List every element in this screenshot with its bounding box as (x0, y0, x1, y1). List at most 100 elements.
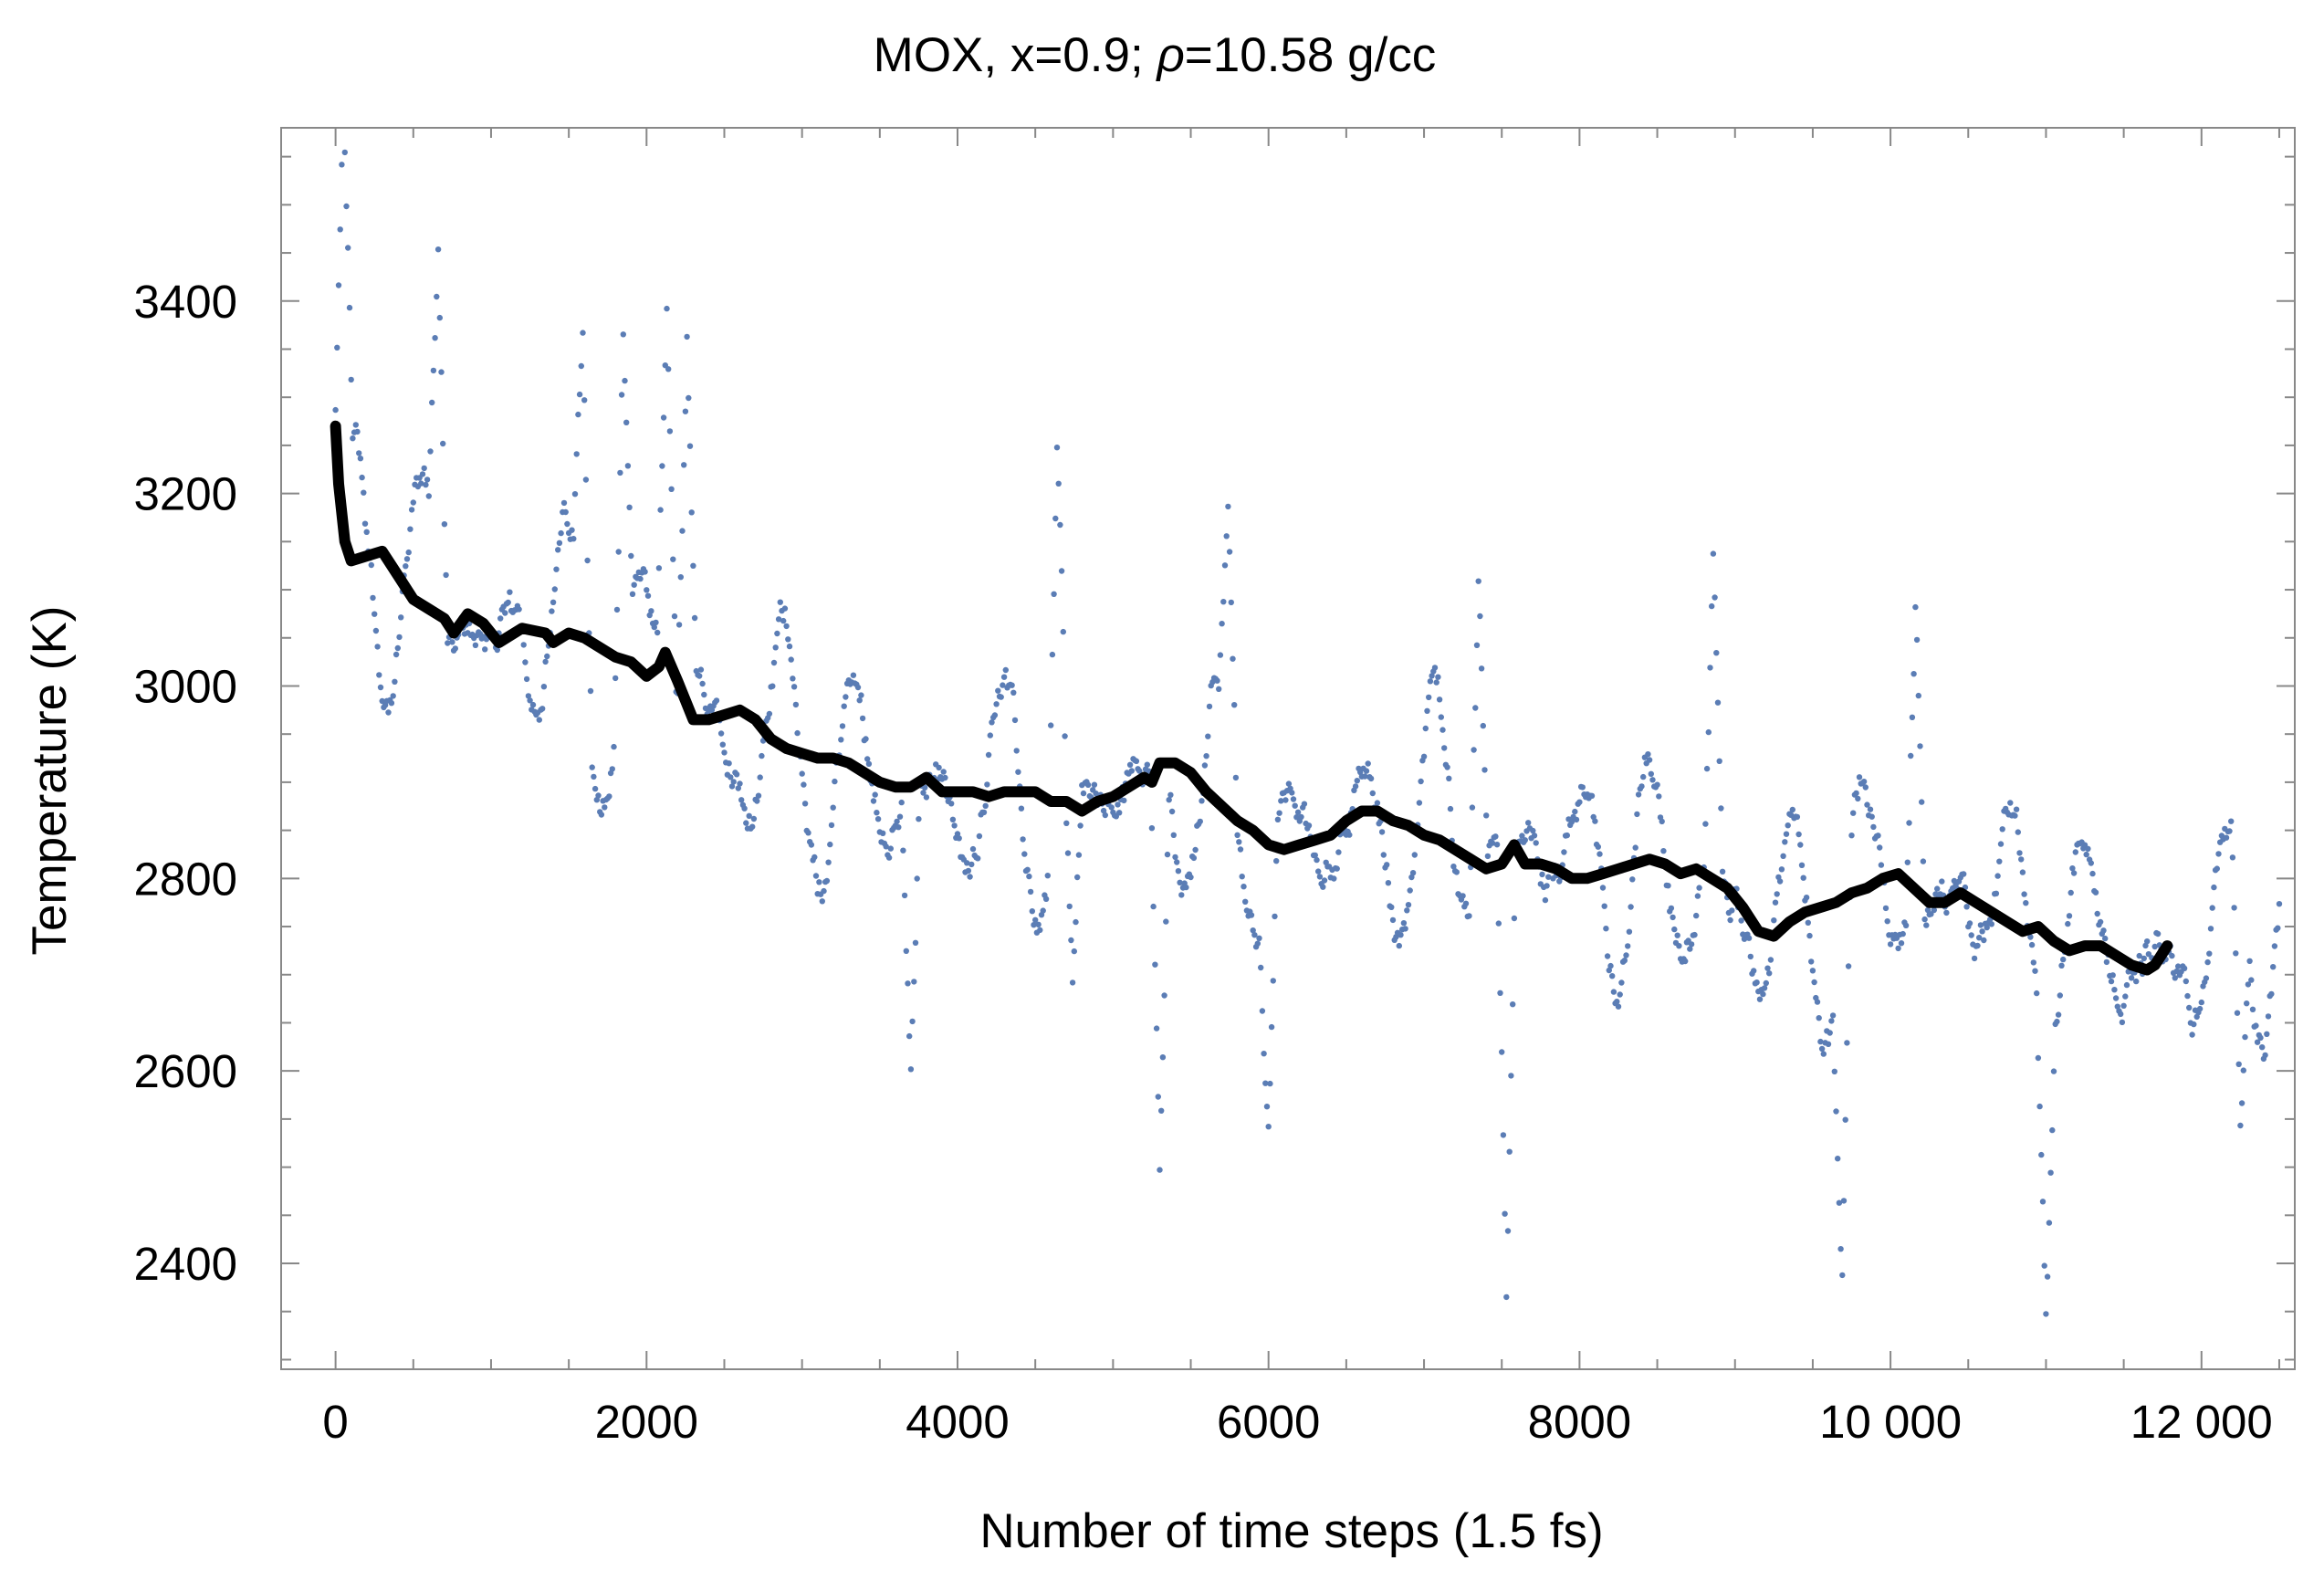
scatter-point (660, 414, 667, 421)
scatter-point (1544, 883, 1550, 889)
scatter-point (2030, 959, 2036, 966)
scatter-point (1216, 686, 1222, 692)
scatter-point (1441, 745, 1448, 751)
scatter-point (429, 399, 435, 406)
y-tick-label: 2800 (134, 853, 237, 905)
scatter-point (1433, 679, 1439, 686)
scatter-point (595, 792, 602, 799)
scatter-point (1362, 773, 1368, 780)
scatter-point (379, 697, 385, 705)
scatter-point (2034, 990, 2040, 997)
scatter-point (631, 581, 637, 588)
scatter-point (1163, 918, 1169, 925)
scatter-point (1363, 768, 1370, 774)
scatter-point (936, 764, 942, 771)
scatter-point (1687, 946, 1693, 952)
scatter-point (1716, 758, 1722, 764)
scatter-point (393, 651, 400, 658)
scatter-point (1785, 822, 1791, 829)
scatter-point (1190, 854, 1198, 862)
x-tick-label: 8000 (1528, 1396, 1631, 1448)
scatter-point (1335, 849, 1342, 855)
scatter-point (1710, 550, 1717, 557)
scatter-point (1108, 804, 1115, 811)
scatter-point (1621, 958, 1628, 964)
scatter-point (1618, 979, 1625, 986)
scatter-point (659, 463, 665, 469)
scatter-point (2102, 935, 2109, 942)
y-tick-label: 3400 (134, 276, 237, 328)
scatter-point (385, 709, 392, 716)
scatter-point (1617, 991, 1623, 998)
scatter-point (976, 833, 983, 840)
scatter-point (1670, 914, 1676, 921)
scatter-point (403, 563, 409, 570)
scatter-point (1877, 844, 1883, 851)
x-tick-label: 4000 (906, 1396, 1009, 1448)
scatter-point (1856, 774, 1863, 780)
scatter-point (472, 642, 479, 648)
scatter-point (1172, 854, 1178, 861)
scatter-point (2100, 927, 2107, 934)
scatter-point (1603, 926, 1609, 932)
scatter-point (1009, 682, 1015, 688)
scatter-point (536, 717, 542, 723)
scatter-point (1346, 832, 1353, 838)
scatter-point (1783, 831, 1790, 837)
scatter-point (1438, 714, 1445, 720)
scatter-point (626, 504, 633, 510)
scatter-point (794, 729, 801, 737)
scatter-point (1239, 874, 1245, 880)
scatter-point (1820, 1051, 1827, 1057)
scatter-point (452, 645, 458, 652)
scatter-point (2238, 1100, 2245, 1106)
scatter-point (352, 422, 359, 428)
scatter-point (2235, 1061, 2242, 1068)
scatter-point (1844, 1040, 1850, 1046)
scatter-point (1000, 674, 1008, 680)
scatter-point (2237, 1122, 2244, 1129)
scatter-point (2228, 818, 2235, 824)
scatter-point (1842, 1116, 1848, 1123)
scatter-point (916, 816, 922, 822)
scatter-point (909, 1018, 916, 1025)
scatter-point (864, 756, 871, 762)
scatter-point (839, 723, 846, 729)
scatter-point (1256, 935, 1262, 942)
scatter-point (1875, 833, 1881, 839)
scatter-point (560, 499, 568, 507)
scatter-point (1049, 651, 1056, 658)
scatter-point (2015, 829, 2021, 835)
scatter-point (1157, 1167, 1163, 1173)
scatter-point (792, 701, 800, 708)
scatter-point (1921, 916, 1928, 923)
scatter-point (1462, 900, 1470, 906)
scatter-point (1158, 1107, 1165, 1115)
scatter-point (1747, 953, 1754, 960)
scatter-point (2209, 905, 2215, 911)
scatter-point (1133, 758, 1140, 764)
scatter-point (690, 562, 696, 569)
scatter-point (1057, 521, 1063, 529)
scatter-point (1272, 913, 1278, 920)
scatter-point (363, 529, 370, 535)
scatter-point (781, 605, 789, 612)
scatter-point (1691, 931, 1698, 938)
scatter-point (1878, 862, 1885, 868)
scatter-point (777, 599, 783, 605)
scatter-point (1040, 907, 1046, 914)
scatter-point (1579, 784, 1586, 791)
scatter-point (968, 861, 975, 868)
y-tick-label: 3000 (134, 661, 237, 713)
scatter-point (870, 798, 877, 804)
scatter-point (2186, 1004, 2193, 1011)
scatter-point (529, 701, 537, 708)
scatter-point (2271, 943, 2278, 949)
scatter-point (550, 599, 557, 605)
scatter-point (1606, 967, 1613, 974)
scatter-point (332, 406, 339, 414)
scatter-point (1116, 810, 1123, 816)
scatter-point (2223, 834, 2230, 841)
scatter-point (573, 451, 580, 457)
scatter-point (2242, 1033, 2248, 1041)
